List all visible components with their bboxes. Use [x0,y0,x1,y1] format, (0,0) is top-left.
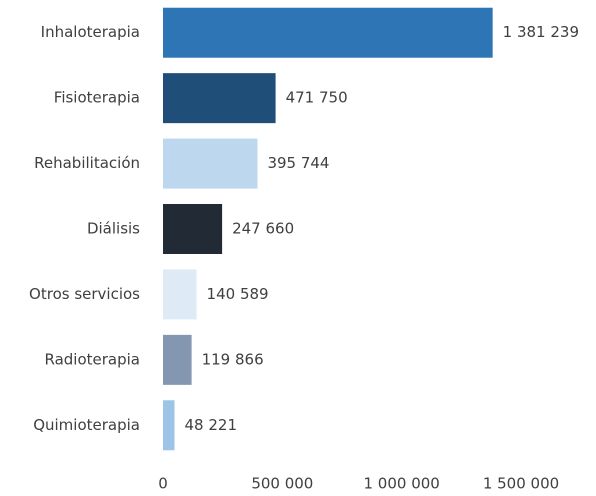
y-tick-label: Radioterapia [44,350,140,368]
x-tick-label: 0 [158,475,168,493]
value-label: 48 221 [185,416,238,434]
x-tick-label: 1 500 000 [483,475,559,493]
y-tick-label: Quimioterapia [33,416,140,434]
value-label: 1 381 239 [503,23,579,41]
y-tick-label: Fisioterapia [54,89,140,107]
value-label: 471 750 [286,89,348,107]
bar [163,138,258,189]
bar [163,334,192,385]
bar [163,400,175,451]
value-label: 119 866 [202,350,264,368]
bar [163,73,276,124]
value-label: 247 660 [232,220,294,238]
value-label: 395 744 [267,154,329,172]
y-tick-label: Inhaloterapia [41,23,140,41]
y-tick-label: Rehabilitación [34,154,140,172]
x-tick-label: 500 000 [251,475,313,493]
x-tick-label: 1 000 000 [363,475,439,493]
bar [163,7,493,58]
bar [163,269,197,320]
value-label: 140 589 [207,285,269,303]
y-tick-label: Diálisis [87,220,140,238]
bar [163,204,223,254]
y-tick-label: Otros servicios [29,285,140,303]
